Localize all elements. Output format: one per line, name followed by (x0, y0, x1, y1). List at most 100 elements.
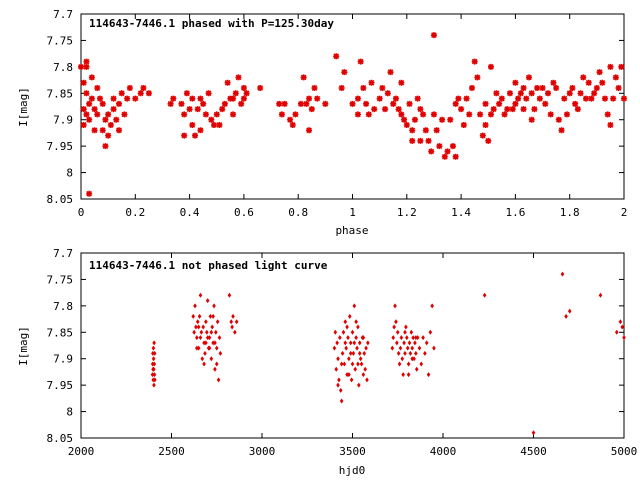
data-point (121, 111, 128, 118)
data-point (205, 90, 212, 97)
data-point (322, 100, 329, 107)
data-point (152, 382, 156, 388)
data-point (338, 387, 343, 393)
data-point (412, 356, 416, 362)
data-point (183, 90, 190, 97)
data-point (102, 143, 109, 150)
data-point (593, 85, 600, 91)
data-point (487, 63, 494, 70)
data-point (118, 90, 125, 97)
data-point (357, 340, 362, 346)
data-point (88, 95, 95, 102)
data-point (207, 335, 212, 341)
data-point (189, 122, 196, 128)
data-point (214, 329, 218, 335)
data-point (512, 79, 519, 86)
data-point (194, 106, 201, 113)
data-point (151, 350, 155, 356)
data-point (151, 356, 156, 362)
data-point (509, 106, 516, 113)
data-points (78, 32, 627, 197)
data-point (403, 350, 407, 356)
data-point (216, 377, 221, 383)
data-point (607, 122, 614, 128)
data-point (116, 127, 123, 134)
data-point (364, 345, 368, 351)
data-point (152, 372, 157, 378)
chart-title: 114643-7446.1 phased with P=125.30day (89, 17, 334, 30)
data-point (598, 292, 603, 298)
data-point (392, 324, 396, 330)
data-point (202, 361, 206, 367)
y-tick-label: 7.8 (53, 61, 73, 74)
data-point (547, 111, 554, 118)
data-point (471, 58, 478, 65)
data-point (482, 100, 489, 107)
data-point (558, 127, 565, 134)
data-point (517, 90, 524, 97)
data-point (363, 100, 370, 107)
data-point (395, 106, 402, 113)
data-point (151, 366, 156, 372)
data-point (409, 137, 416, 144)
data-point (397, 361, 402, 367)
x-tick-label: 1.2 (397, 206, 417, 219)
data-point (391, 335, 396, 341)
data-point (80, 106, 87, 113)
data-point (430, 32, 437, 39)
data-point (311, 85, 318, 91)
data-point (333, 329, 338, 335)
data-point (410, 345, 415, 351)
data-point (204, 340, 208, 346)
data-point (346, 335, 350, 341)
data-point (94, 111, 101, 118)
data-point (195, 345, 199, 351)
data-point (520, 106, 527, 113)
data-point (340, 350, 345, 356)
data-point (181, 111, 188, 118)
data-point (376, 95, 383, 102)
data-point (622, 335, 626, 341)
data-point (205, 298, 210, 304)
data-point (231, 313, 235, 319)
data-point (359, 361, 364, 367)
data-point (314, 95, 321, 102)
data-point (403, 122, 410, 128)
data-point (353, 366, 358, 372)
data-point (580, 74, 587, 81)
plot-frame (80, 252, 625, 439)
data-point (335, 340, 339, 346)
data-point (110, 95, 117, 102)
data-point (86, 116, 93, 123)
data-points (150, 271, 626, 436)
data-point (410, 356, 415, 362)
data-point (354, 111, 361, 118)
data-point (523, 95, 530, 102)
data-point (110, 106, 117, 113)
data-point (197, 313, 202, 319)
data-point (355, 345, 359, 351)
data-point (186, 106, 193, 113)
data-point (406, 372, 411, 378)
data-point (213, 366, 217, 372)
data-point (588, 95, 595, 102)
data-point (428, 329, 433, 335)
data-point (612, 74, 619, 81)
data-point (191, 313, 196, 319)
data-point (468, 85, 475, 91)
data-point (83, 58, 90, 65)
data-point (395, 329, 400, 335)
data-point (504, 106, 511, 113)
data-point (614, 329, 619, 335)
data-point (192, 132, 199, 139)
data-point (560, 271, 565, 277)
data-point (428, 148, 435, 155)
data-point (574, 106, 581, 113)
data-point (403, 329, 407, 335)
data-point (208, 313, 213, 319)
data-point (356, 324, 360, 330)
data-point (354, 95, 361, 102)
data-point (199, 329, 204, 335)
data-point (91, 106, 98, 113)
